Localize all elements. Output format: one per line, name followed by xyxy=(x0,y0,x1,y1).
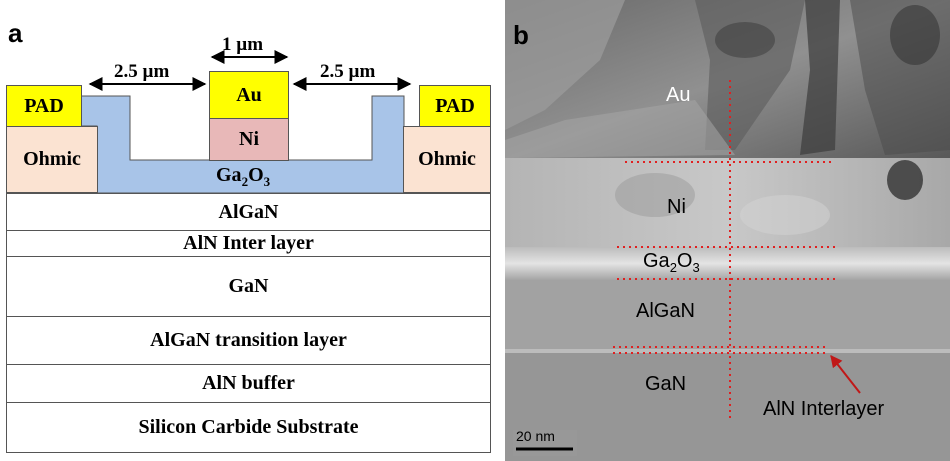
tem-au-grain-2 xyxy=(695,0,805,150)
tem-label-ni: Ni xyxy=(667,196,686,218)
oxide-label-sub2: 3 xyxy=(263,174,271,189)
tem-au-grain-1 xyxy=(505,0,625,130)
gate-au: Au xyxy=(209,71,289,119)
tem-gan-region xyxy=(505,353,950,461)
oxide-label: Ga2O3 xyxy=(216,164,270,190)
tem-algan-region xyxy=(505,280,950,352)
tem-label-algan: AlGaN xyxy=(636,300,695,322)
panel-b-letter: b xyxy=(513,20,529,50)
tem-label-au: Au xyxy=(666,84,691,106)
layer-aln-buffer: AlN buffer xyxy=(6,364,491,403)
gate-ni: Ni xyxy=(209,118,289,161)
oxide-label-sub1: 2 xyxy=(241,174,249,189)
layer-aln-interlayer: AlN Inter layer xyxy=(6,230,491,257)
tem-ni-grain-1 xyxy=(615,173,695,217)
oxide-label-mid: O xyxy=(248,164,264,186)
layer-algan-transition: AlGaN transition layer xyxy=(6,316,491,365)
right-gap-label: 2.5 µm xyxy=(320,61,376,82)
tem-au-grain-5 xyxy=(505,100,735,158)
tem-micrograph xyxy=(505,0,950,461)
tem-ni-region xyxy=(505,158,950,248)
gate-width-label: 1 µm xyxy=(222,34,264,55)
dimension-arrows xyxy=(88,50,412,91)
tem-label-oxide-sub2: 3 xyxy=(692,260,700,275)
layer-gan: GaN xyxy=(6,256,491,317)
ohmic-right: Ohmic xyxy=(403,126,491,193)
left-gap-label: 2.5 µm xyxy=(114,61,170,82)
scale-bar-label: 20 nm xyxy=(516,428,555,444)
tem-label-oxide-sub1: 2 xyxy=(669,260,677,275)
tem-ni-grain-2 xyxy=(740,195,830,235)
tem-oxide-region xyxy=(505,247,950,280)
tem-au-dark-spot-1 xyxy=(715,22,775,58)
tem-ni-dark-spot xyxy=(887,160,923,200)
tem-label-oxide: Ga2O3 xyxy=(643,250,700,275)
pad-left: PAD xyxy=(6,85,82,127)
tem-au-dark-spot-2 xyxy=(890,5,940,65)
pad-right: PAD xyxy=(419,85,491,127)
scale-bar-background xyxy=(513,430,577,456)
oxide-label-base: Ga xyxy=(216,164,242,186)
panel-a-letter: a xyxy=(8,18,23,48)
interlayer-arrow xyxy=(830,355,861,394)
ohmic-left: Ohmic xyxy=(6,126,98,193)
tem-label-interlayer: AlN Interlayer xyxy=(763,398,885,420)
tem-au-grain-3 xyxy=(800,0,840,155)
tem-label-oxide-mid: O xyxy=(676,250,693,272)
tem-label-oxide-base: Ga xyxy=(643,250,670,272)
layer-sic-substrate: Silicon Carbide Substrate xyxy=(6,402,491,453)
tem-interlayer-band xyxy=(505,349,950,353)
tem-label-gan: GaN xyxy=(645,373,687,395)
